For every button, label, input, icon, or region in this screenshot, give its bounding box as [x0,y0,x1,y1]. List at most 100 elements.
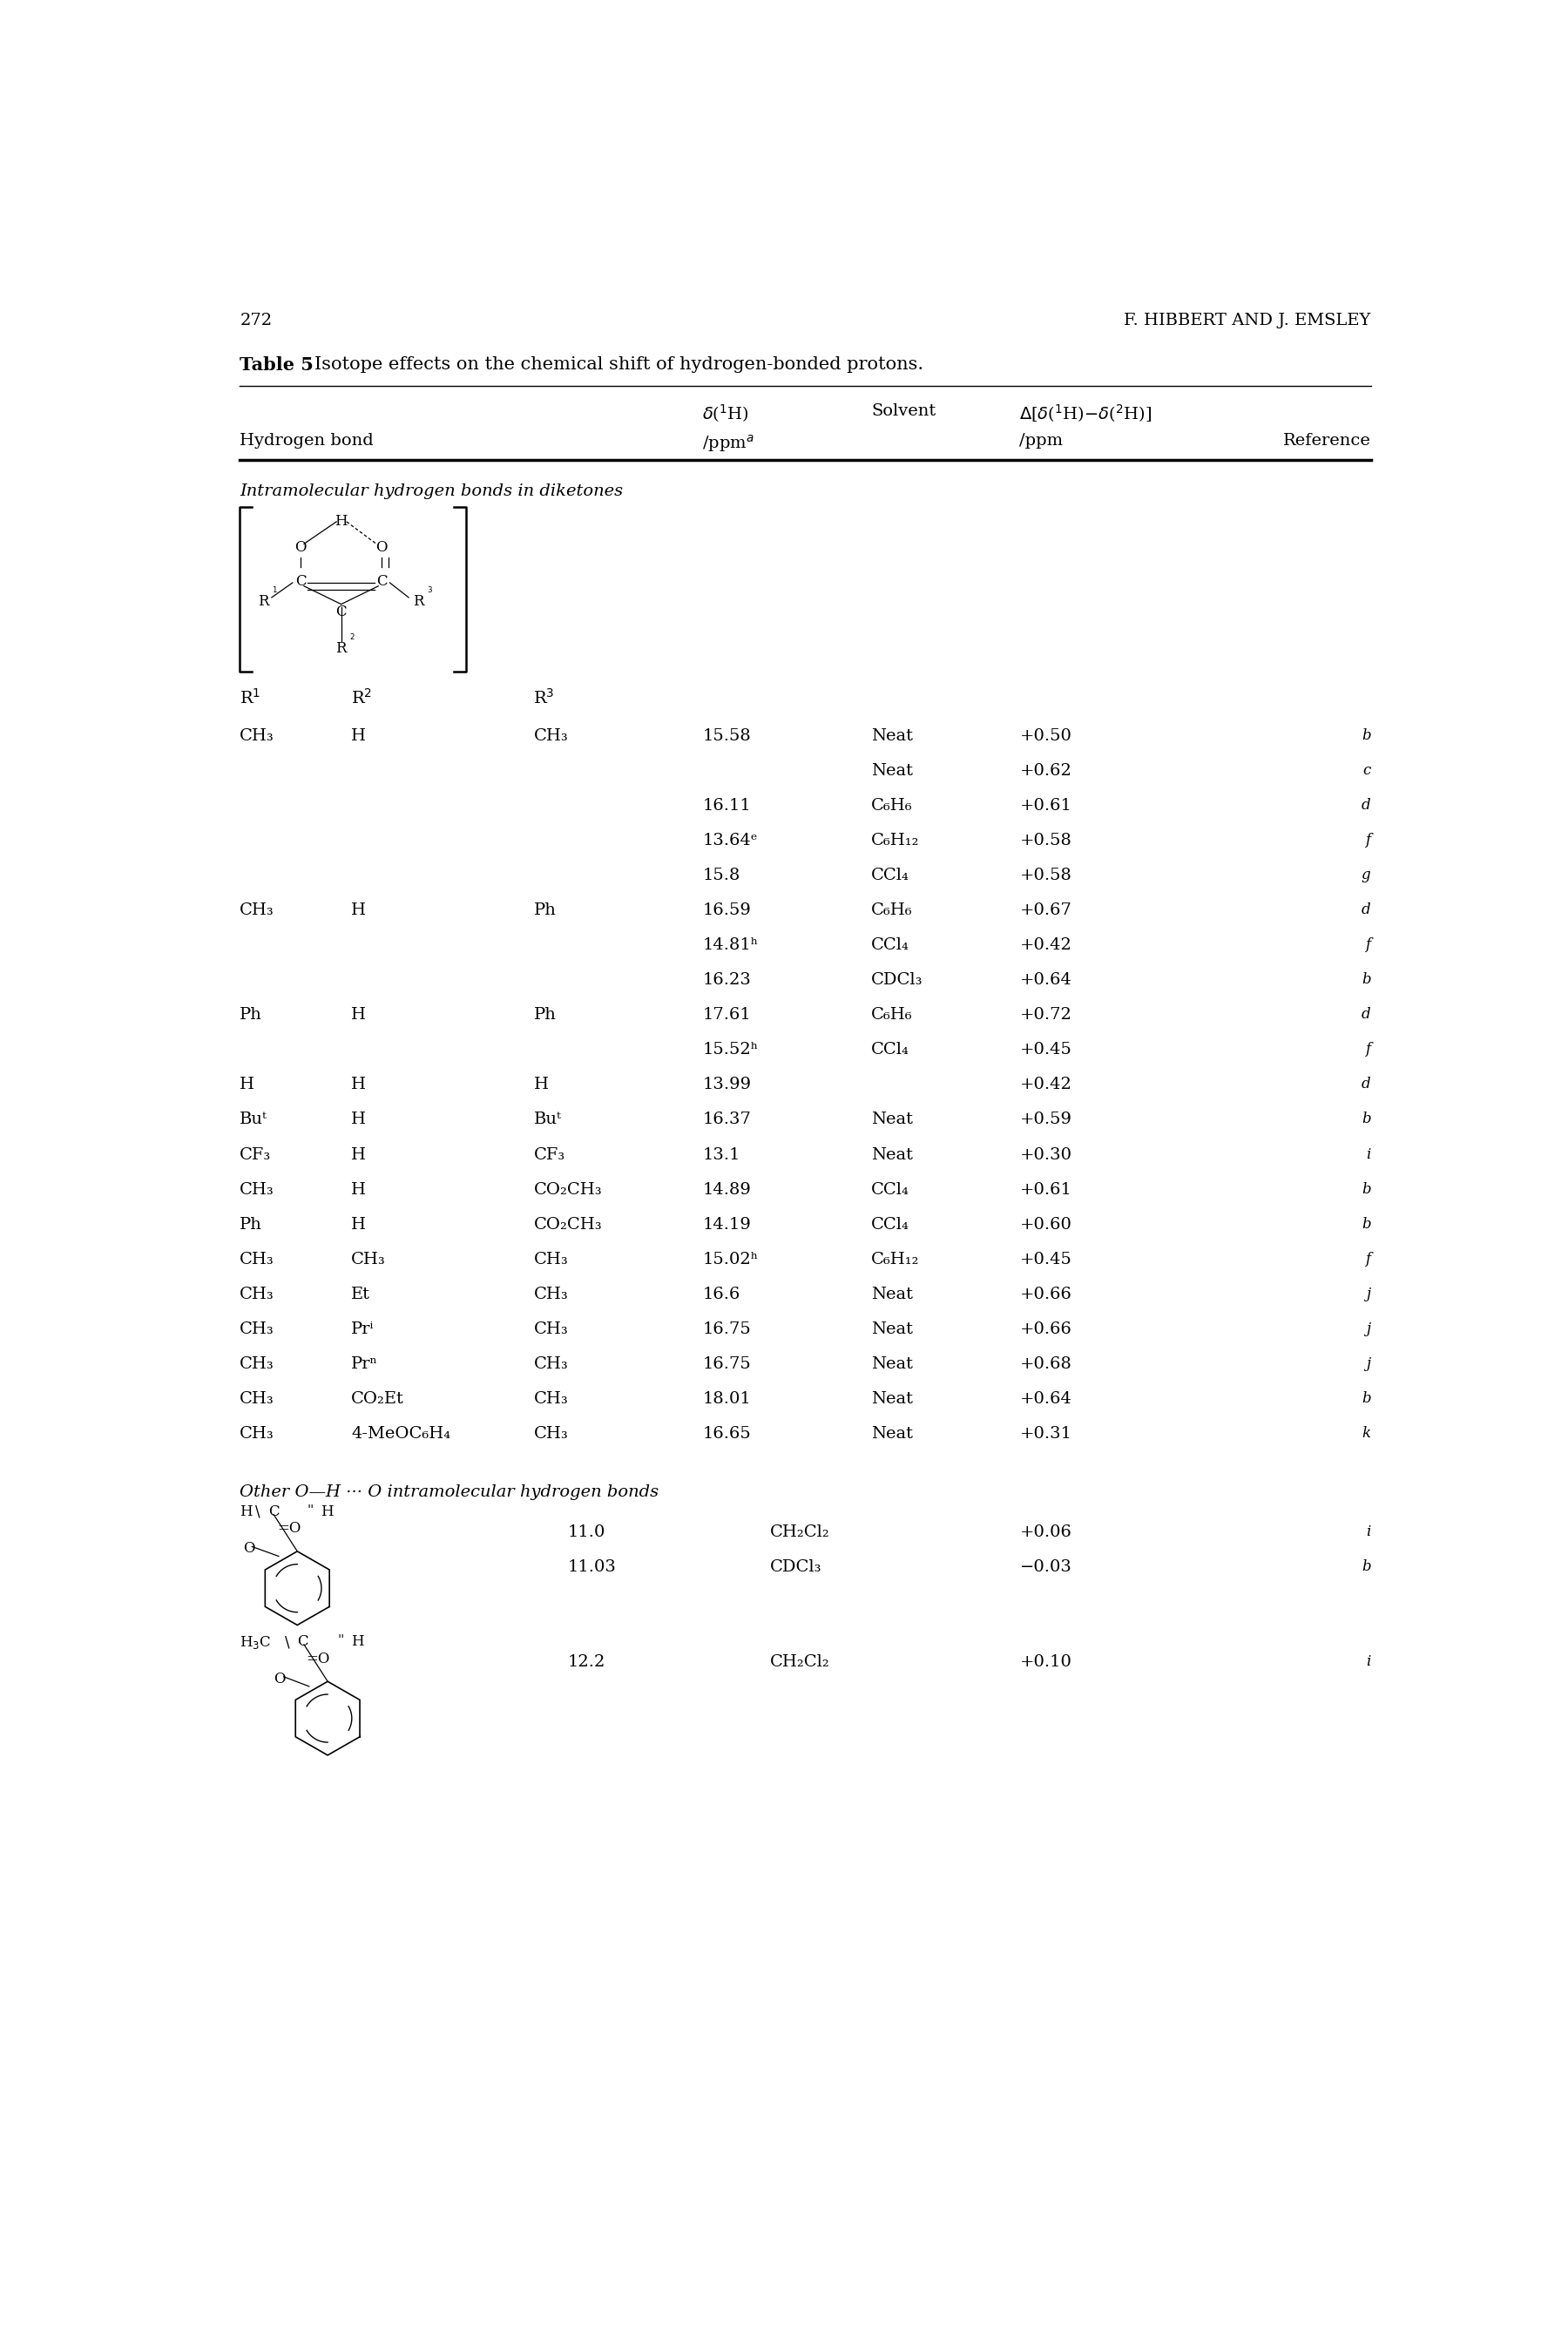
Text: +0.42: +0.42 [1019,938,1073,953]
Text: +0.45: +0.45 [1019,1251,1073,1268]
Text: 16.59: 16.59 [702,903,751,917]
Text: f: f [1366,1042,1370,1056]
Text: H: H [240,1505,252,1519]
Text: CH₃: CH₃ [240,1287,274,1303]
Text: d: d [1361,797,1370,814]
Text: +0.30: +0.30 [1019,1148,1073,1162]
Text: b: b [1361,1216,1370,1232]
Text: 16.75: 16.75 [702,1357,751,1371]
Text: R: R [259,595,270,609]
Text: $\backslash$: $\backslash$ [284,1635,290,1651]
Text: k: k [1363,1425,1370,1442]
Text: +0.61: +0.61 [1019,1181,1073,1197]
Text: 16.65: 16.65 [702,1425,751,1442]
Text: CH₂Cl₂: CH₂Cl₂ [770,1524,829,1541]
Text: j: j [1366,1357,1370,1371]
Text: Ph: Ph [240,1216,262,1232]
Text: CH₃: CH₃ [533,1287,568,1303]
Text: O: O [243,1541,256,1557]
Text: 14.19: 14.19 [702,1216,751,1232]
Text: +0.58: +0.58 [1019,833,1073,849]
Text: 16.37: 16.37 [702,1112,751,1127]
Text: +0.66: +0.66 [1019,1322,1073,1336]
Text: $\backslash$: $\backslash$ [254,1505,262,1519]
Text: Isotope effects on the chemical shift of hydrogen-bonded protons.: Isotope effects on the chemical shift of… [314,355,924,372]
Text: Prⁱ: Prⁱ [351,1322,375,1336]
Text: Reference: Reference [1283,433,1370,449]
Text: R$^{3}$: R$^{3}$ [533,689,555,708]
Text: Ph: Ph [533,1007,557,1023]
Text: $^{3}$: $^{3}$ [426,586,433,597]
Text: H: H [240,1077,254,1094]
Text: H: H [351,1181,365,1197]
Text: Buᵗ: Buᵗ [240,1112,268,1127]
Text: f: f [1366,1251,1370,1265]
Text: +0.66: +0.66 [1019,1287,1073,1303]
Text: $^{1}$: $^{1}$ [271,586,278,597]
Text: Neat: Neat [872,1322,913,1336]
Text: O: O [376,541,387,555]
Text: H: H [351,1635,364,1649]
Text: Prⁿ: Prⁿ [351,1357,378,1371]
Text: b: b [1361,1112,1370,1127]
Text: 17.61: 17.61 [702,1007,751,1023]
Text: CH₃: CH₃ [240,1425,274,1442]
Text: +0.64: +0.64 [1019,1390,1073,1406]
Text: j: j [1366,1287,1370,1301]
Text: H: H [351,1148,365,1162]
Text: Solvent: Solvent [872,402,936,419]
Text: b: b [1361,1181,1370,1197]
Text: H: H [533,1077,549,1094]
Text: C₆H₆: C₆H₆ [872,797,913,814]
Text: H: H [336,513,348,529]
Text: 13.99: 13.99 [702,1077,751,1094]
Text: C: C [298,1635,309,1649]
Text: CH₃: CH₃ [533,1425,568,1442]
Text: 272: 272 [240,313,273,329]
Text: +0.72: +0.72 [1019,1007,1073,1023]
Text: g: g [1361,868,1370,882]
Text: 13.64ᵉ: 13.64ᵉ [702,833,757,849]
Text: CH₃: CH₃ [240,1251,274,1268]
Text: CH₂Cl₂: CH₂Cl₂ [770,1653,829,1670]
Text: i: i [1366,1524,1370,1538]
Text: CH₃: CH₃ [240,1181,274,1197]
Text: CDCl₃: CDCl₃ [770,1559,822,1576]
Text: '': '' [307,1505,315,1517]
Text: b: b [1361,729,1370,743]
Text: d: d [1361,903,1370,917]
Text: CH₃: CH₃ [533,1390,568,1406]
Text: CCl₄: CCl₄ [872,938,909,953]
Text: 15.58: 15.58 [702,729,751,743]
Text: CH₃: CH₃ [240,1390,274,1406]
Text: f: f [1366,938,1370,953]
Text: H$_3$C: H$_3$C [240,1635,271,1651]
Text: Neat: Neat [872,1425,913,1442]
Text: Neat: Neat [872,1357,913,1371]
Text: d: d [1361,1007,1370,1023]
Text: 11.03: 11.03 [568,1559,616,1576]
Text: /ppm$^{a}$: /ppm$^{a}$ [702,433,754,454]
Text: 14.81ʰ: 14.81ʰ [702,938,759,953]
Text: +0.61: +0.61 [1019,797,1073,814]
Text: $^{2}$: $^{2}$ [350,633,354,644]
Text: $\Delta$[$\delta$($^{1}$H)$-\delta$($^{2}$H)]: $\Delta$[$\delta$($^{1}$H)$-\delta$($^{2… [1019,402,1152,426]
Text: H: H [351,1112,365,1127]
Text: H: H [351,1216,365,1232]
Text: C₆H₁₂: C₆H₁₂ [872,833,919,849]
Text: O: O [295,541,306,555]
Text: +0.60: +0.60 [1019,1216,1073,1232]
Text: C: C [336,604,347,619]
Text: −0.03: −0.03 [1019,1559,1073,1576]
Text: 13.1: 13.1 [702,1148,740,1162]
Text: CH₃: CH₃ [240,1322,274,1336]
Text: 16.6: 16.6 [702,1287,740,1303]
Text: +0.62: +0.62 [1019,762,1073,779]
Text: F. HIBBERT AND J. EMSLEY: F. HIBBERT AND J. EMSLEY [1124,313,1370,329]
Text: CO₂CH₃: CO₂CH₃ [533,1216,602,1232]
Text: R: R [414,595,425,609]
Text: H: H [351,1007,365,1023]
Text: 15.52ʰ: 15.52ʰ [702,1042,759,1058]
Text: +0.59: +0.59 [1019,1112,1073,1127]
Text: b: b [1361,1390,1370,1406]
